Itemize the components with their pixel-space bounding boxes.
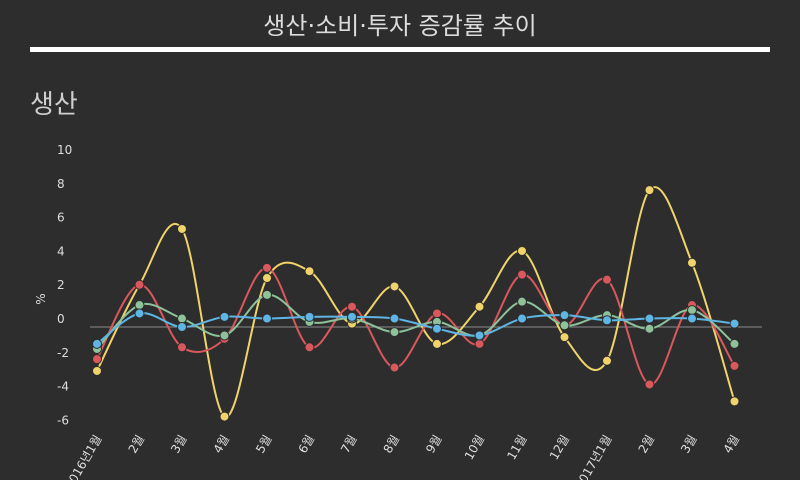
data-point[interactable] — [729, 338, 740, 349]
series-lines — [96, 186, 736, 418]
x-tick-label: 6월 — [296, 433, 317, 456]
series-line-1 — [96, 266, 736, 386]
data-point[interactable] — [389, 281, 400, 292]
data-point[interactable] — [92, 354, 102, 365]
y-tick-label: 0 — [57, 312, 65, 326]
data-point[interactable] — [389, 313, 400, 324]
data-point[interactable] — [304, 311, 315, 322]
data-point[interactable] — [304, 342, 315, 353]
y-tick-label: 2 — [57, 278, 65, 292]
x-tick-label: 12월 — [547, 433, 572, 463]
y-tick-label: 6 — [57, 211, 65, 225]
data-point[interactable] — [432, 338, 442, 349]
data-point[interactable] — [729, 318, 740, 329]
data-point[interactable] — [517, 296, 527, 307]
data-point[interactable] — [474, 330, 485, 341]
x-tick-label: 4월 — [721, 433, 742, 456]
data-point[interactable] — [729, 396, 740, 407]
y-tick-label: -6 — [57, 413, 69, 427]
x-tick-label: 2월 — [636, 433, 657, 456]
section-title: 생산 — [30, 90, 78, 120]
x-tick-label: 8월 — [381, 433, 402, 456]
data-point[interactable] — [347, 311, 357, 322]
x-tick-label: 2017년1월 — [572, 433, 614, 480]
data-point[interactable] — [644, 313, 655, 324]
data-point[interactable] — [92, 365, 102, 376]
data-point[interactable] — [177, 313, 187, 324]
x-tick-label: 9월 — [423, 433, 444, 456]
x-axis: 2016년1월 2월 3월 4월 5월 6월 7월 8월 9월 10월 11월 12월 2017년1월 2… — [62, 433, 742, 480]
data-point[interactable] — [644, 185, 655, 196]
y-tick-label: 8 — [57, 177, 65, 191]
x-tick-label: 10월 — [462, 433, 487, 463]
chart-title: 생산·소비·투자 증감률 추이 — [263, 12, 537, 40]
x-tick-label: 3월 — [678, 433, 699, 456]
data-point[interactable] — [177, 342, 187, 353]
data-point[interactable] — [602, 315, 612, 326]
series-points — [92, 185, 740, 422]
data-point[interactable] — [262, 262, 272, 273]
data-point[interactable] — [134, 308, 145, 319]
data-point[interactable] — [92, 338, 102, 349]
y-tick-label: -2 — [57, 346, 69, 360]
data-point[interactable] — [219, 311, 230, 322]
data-point[interactable] — [389, 327, 400, 338]
series-line-2 — [96, 293, 736, 350]
data-point[interactable] — [517, 245, 527, 256]
data-point[interactable] — [219, 330, 230, 341]
data-point[interactable] — [474, 301, 485, 312]
x-tick-label: 5월 — [253, 433, 274, 456]
data-point[interactable] — [347, 301, 357, 312]
series-line-0 — [96, 186, 736, 418]
data-point[interactable] — [729, 360, 740, 371]
data-point[interactable] — [262, 272, 272, 283]
title-divider — [30, 47, 770, 52]
data-point[interactable] — [432, 308, 442, 319]
data-point[interactable] — [559, 310, 570, 321]
x-tick-label: 4월 — [211, 433, 232, 456]
data-point[interactable] — [177, 322, 187, 332]
y-tick-label: 4 — [57, 244, 65, 258]
x-tick-label: 11월 — [504, 433, 529, 463]
data-point[interactable] — [644, 323, 655, 334]
data-point[interactable] — [262, 289, 272, 300]
data-point[interactable] — [687, 257, 697, 268]
data-point[interactable] — [687, 305, 697, 316]
data-point[interactable] — [432, 323, 442, 334]
series-line-3 — [96, 312, 735, 345]
y-tick-label: -4 — [57, 380, 69, 394]
data-point[interactable] — [602, 274, 612, 285]
x-tick-label: 2월 — [126, 433, 147, 456]
x-tick-label: 3월 — [168, 433, 189, 456]
data-point[interactable] — [517, 313, 527, 324]
data-point[interactable] — [687, 313, 697, 324]
data-point[interactable] — [177, 223, 187, 234]
data-point[interactable] — [517, 269, 527, 280]
y-tick-label: 10 — [57, 143, 72, 157]
data-point[interactable] — [134, 300, 145, 311]
data-point[interactable] — [559, 332, 570, 343]
data-point[interactable] — [644, 379, 655, 390]
y-axis-label: % — [34, 293, 48, 304]
data-point[interactable] — [389, 362, 400, 373]
x-tick-label: 7월 — [338, 433, 359, 456]
data-point[interactable] — [134, 279, 145, 290]
x-tick-label: 2016년1월 — [62, 433, 104, 480]
data-point[interactable] — [262, 313, 272, 324]
data-point[interactable] — [219, 411, 230, 422]
data-point[interactable] — [474, 338, 485, 349]
data-point[interactable] — [602, 355, 612, 366]
data-point[interactable] — [559, 320, 570, 331]
data-point[interactable] — [304, 266, 315, 277]
